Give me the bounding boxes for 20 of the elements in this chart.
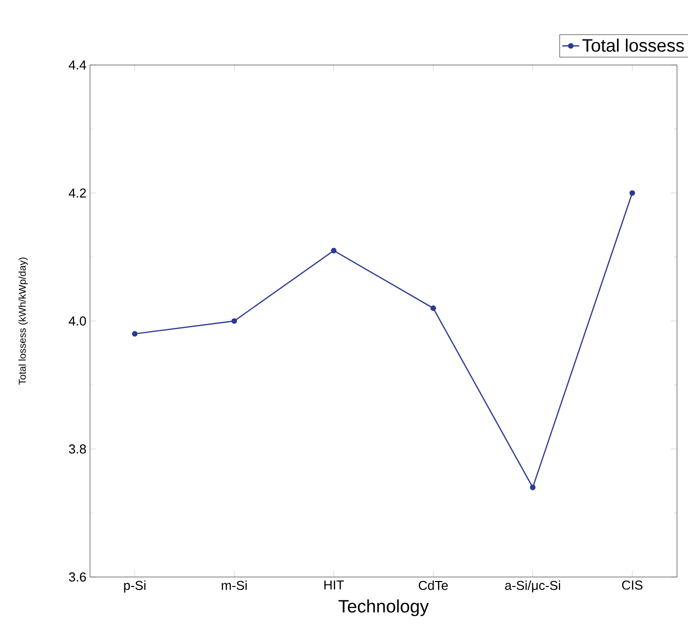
- x-axis-title: Technology: [338, 599, 429, 616]
- x-tick-label: HIT: [324, 580, 344, 590]
- legend-label: Total lossess: [582, 38, 684, 52]
- x-tick-label: CdTe: [418, 580, 448, 590]
- y-tick-label: 4.0: [68, 316, 86, 326]
- y-tick-label: 4.4: [68, 60, 86, 70]
- x-tick-label: CIS: [622, 580, 642, 590]
- point: [330, 248, 337, 254]
- point: [132, 331, 138, 337]
- y-tick-label: 3.8: [68, 444, 86, 454]
- y-tick-label: 3.6: [68, 572, 86, 582]
- y-tick-label: 4.2: [68, 188, 86, 198]
- point: [629, 190, 636, 196]
- point: [530, 484, 536, 490]
- point: [430, 305, 436, 311]
- y-axis-title: Total lossess (kWh/kWp/day): [18, 258, 28, 385]
- x-tick-label: a-Si/μc-Si: [505, 580, 560, 592]
- x-tick-label: m-Si: [222, 580, 247, 590]
- point: [231, 318, 238, 324]
- x-tick-label: p-Si: [124, 580, 146, 593]
